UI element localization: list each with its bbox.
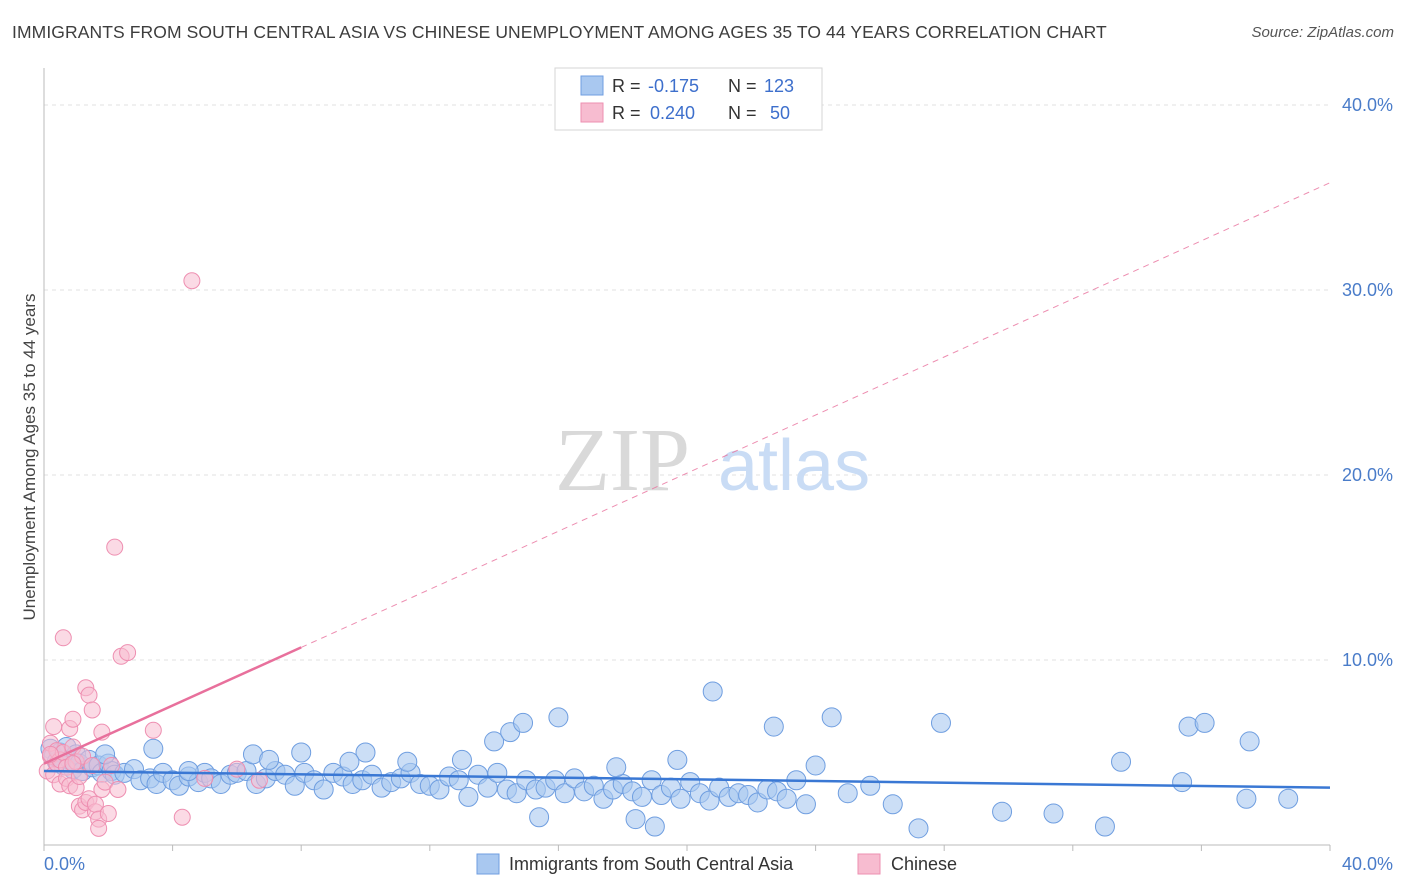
point-immigrants — [448, 770, 469, 791]
point-immigrants — [1236, 788, 1257, 809]
point-immigrants — [908, 818, 929, 839]
point-chinese — [64, 755, 82, 773]
trend-line-chinese-extrapolated — [300, 182, 1331, 648]
point-immigrants — [143, 738, 164, 759]
point-immigrants — [1111, 751, 1132, 772]
gridlines — [44, 104, 1330, 661]
point-immigrants — [355, 742, 376, 763]
legend-n-value-1: 123 — [764, 76, 794, 96]
y-tick-label: 30.0% — [1342, 280, 1393, 300]
point-chinese — [119, 644, 137, 662]
point-immigrants — [644, 816, 665, 837]
legend-box: R = -0.175 N = 123 R = 0.240 N = 50 — [554, 67, 823, 131]
legend-n-value-2: 50 — [770, 103, 790, 123]
point-immigrants — [930, 712, 951, 733]
trend-line-immigrants — [43, 769, 1331, 789]
point-chinese — [196, 769, 214, 787]
point-chinese — [83, 701, 101, 719]
chart-title: IMMIGRANTS FROM SOUTH CENTRAL ASIA VS CH… — [12, 22, 1107, 42]
point-chinese — [83, 756, 101, 774]
trend-lines — [43, 182, 1331, 789]
point-immigrants — [178, 761, 199, 781]
legend-n-label-1: N = — [728, 76, 757, 96]
point-immigrants — [667, 749, 688, 770]
point-immigrants — [548, 707, 569, 728]
point-chinese — [99, 805, 117, 823]
point-chinese — [54, 629, 72, 647]
point-immigrants — [339, 751, 360, 772]
point-immigrants — [1278, 788, 1299, 809]
bottom-legend-label-immigrants: Immigrants from South Central Asia — [509, 854, 794, 874]
legend-r-label-1: R = — [612, 76, 641, 96]
point-immigrants — [882, 794, 903, 815]
point-chinese — [96, 773, 114, 791]
point-immigrants — [992, 801, 1013, 822]
point-immigrants — [291, 742, 312, 763]
point-immigrants — [631, 786, 652, 807]
point-immigrants — [1239, 731, 1260, 752]
point-immigrants — [1194, 712, 1215, 733]
legend-n-label-2: N = — [728, 103, 757, 123]
point-immigrants — [484, 731, 505, 752]
y-axis-tick-labels: 10.0% 20.0% 30.0% 40.0% — [1342, 95, 1393, 670]
point-immigrants — [1172, 772, 1193, 793]
point-immigrants — [513, 712, 534, 733]
point-immigrants — [837, 783, 858, 804]
point-immigrants — [702, 681, 723, 702]
trend-line-chinese — [43, 646, 302, 765]
y-tick-label: 10.0% — [1342, 650, 1393, 670]
point-immigrants — [606, 757, 627, 778]
point-chinese — [109, 781, 127, 798]
point-immigrants — [860, 775, 881, 796]
point-immigrants — [451, 749, 472, 770]
point-immigrants — [313, 779, 334, 800]
point-chinese — [45, 718, 63, 736]
point-immigrants — [458, 786, 479, 807]
point-immigrants — [821, 707, 842, 728]
point-immigrants — [763, 716, 784, 737]
point-immigrants — [1094, 816, 1115, 837]
legend-swatch-pink — [580, 102, 604, 123]
point-immigrants — [795, 794, 816, 815]
point-chinese — [144, 721, 162, 739]
bottom-legend-label-chinese: Chinese — [891, 854, 957, 874]
watermark: ZIP atlas — [555, 411, 870, 510]
y-tick-label: 20.0% — [1342, 465, 1393, 485]
point-immigrants — [259, 749, 280, 770]
x-tick-label-max: 40.0% — [1342, 854, 1393, 874]
point-immigrants — [487, 762, 508, 783]
point-immigrants — [776, 788, 797, 809]
x-axis-ticks — [43, 845, 1331, 851]
x-tick-label-min: 0.0% — [44, 854, 85, 874]
legend-r-value-1: -0.175 — [648, 76, 699, 96]
point-chinese — [183, 272, 201, 290]
watermark-atlas: atlas — [718, 426, 870, 506]
point-chinese — [80, 686, 98, 704]
point-immigrants — [670, 788, 691, 809]
bottom-legend: Immigrants from South Central Asia Chine… — [476, 853, 957, 875]
point-chinese — [250, 771, 268, 789]
y-tick-label: 40.0% — [1342, 95, 1393, 115]
legend-swatch-blue — [580, 75, 604, 96]
point-chinese — [90, 819, 108, 837]
point-immigrants — [397, 751, 418, 772]
point-immigrants — [805, 755, 826, 776]
point-immigrants — [529, 807, 550, 828]
point-immigrants — [641, 770, 662, 791]
point-chinese — [173, 808, 191, 826]
series-immigrants-points — [40, 681, 1299, 839]
source-label: Source: ZipAtlas.com — [1251, 24, 1394, 41]
bottom-legend-swatch-blue — [476, 853, 500, 875]
bottom-legend-swatch-pink — [857, 853, 881, 875]
point-chinese — [64, 710, 82, 728]
point-chinese — [103, 756, 121, 774]
y-axis-label: Unemployment Among Ages 35 to 44 years — [20, 294, 39, 621]
point-immigrants — [1043, 803, 1064, 824]
point-immigrants — [625, 809, 646, 830]
legend-r-value-2: 0.240 — [650, 103, 695, 123]
point-chinese — [106, 538, 124, 556]
legend-r-label-2: R = — [612, 103, 641, 123]
watermark-zip: ZIP — [555, 411, 690, 510]
